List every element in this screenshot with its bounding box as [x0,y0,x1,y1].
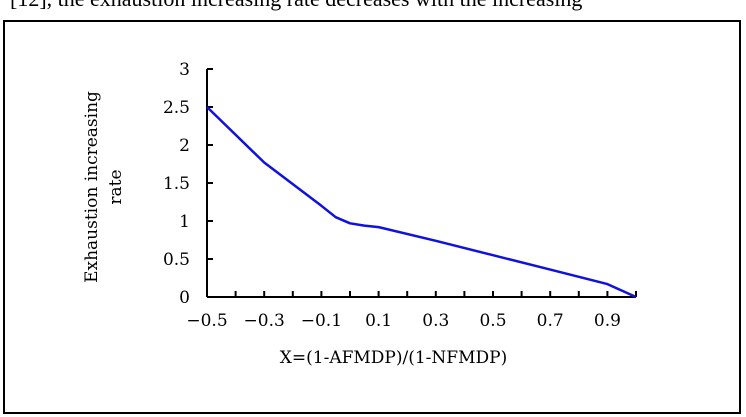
y-tick-label: 0 [179,288,190,308]
y-tick-label: 2.5 [163,98,190,118]
axes [206,69,636,298]
y-tick-label: 3 [179,60,190,80]
x-tick-label: 0.1 [365,311,392,331]
tick-marks [206,68,637,298]
x-tick-label: −0.3 [244,311,285,331]
y-axis-title: Exhaustion increasing rate [82,91,126,283]
series-line [206,106,637,299]
chart-frame: −0.5 −0.3 −0.1 0.1 0.3 0.5 0.7 0.9 0 0.5 1 1.5 2 2.5 3… [3,20,741,414]
tick-labels: −0.5 −0.3 −0.1 0.1 0.3 0.5 0.7 0.9 0 0.5 1 1.5 2 2.5 3 [163,60,621,331]
y-tick-label: 0.5 [163,250,190,270]
clipped-caption-line: [12], the exhaustion increasing rate dec… [10,0,582,12]
y-tick-label: 2 [179,136,190,156]
clipped-caption-text: [12], the exhaustion increasing rate dec… [0,0,746,20]
y-axis-title-line-2: rate [106,169,126,204]
y-tick-label: 1 [179,212,190,232]
x-tick-label: −0.1 [301,311,342,331]
line-chart: −0.5 −0.3 −0.1 0.1 0.3 0.5 0.7 0.9 0 0.5 1 1.5 2 2.5 3… [82,60,637,368]
y-tick-label: 1.5 [163,174,190,194]
x-tick-label: 0.3 [422,311,449,331]
x-tick-label: 0.7 [537,311,564,331]
x-tick-label: 0.5 [479,311,506,331]
x-axis-title: X=(1-AFMDP)/(1-NFMDP) [280,348,507,368]
y-axis-title-line-1: Exhaustion increasing [82,91,102,283]
x-tick-label: 0.9 [594,311,621,331]
series-layer [206,106,637,299]
x-tick-label: −0.5 [186,311,227,331]
